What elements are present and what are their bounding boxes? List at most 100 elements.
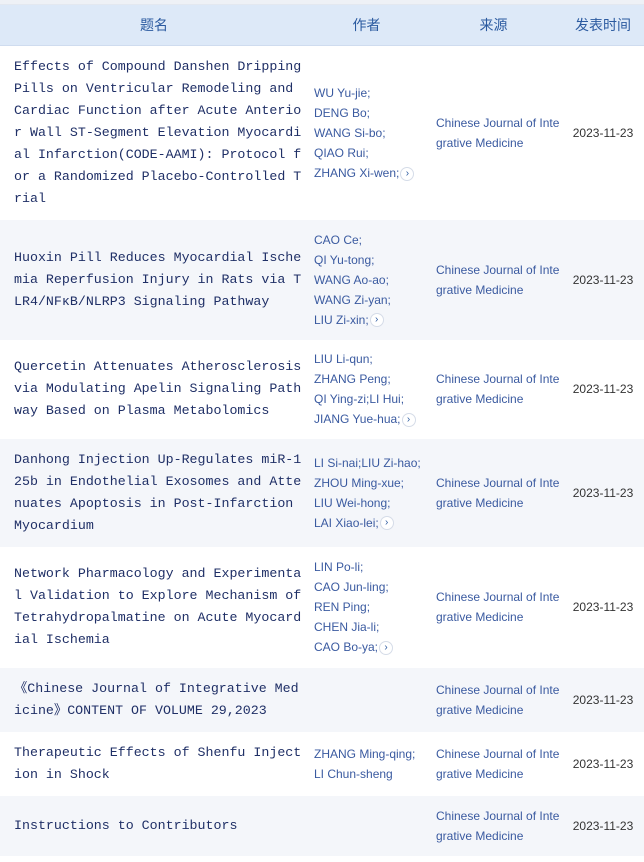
- publish-date: 2023-11-23: [572, 756, 634, 771]
- author-name[interactable]: LI Chun-sheng: [314, 766, 393, 781]
- author-link[interactable]: LI Chun-sheng: [314, 764, 425, 784]
- table-row: Huoxin Pill Reduces Myocardial Ischemia …: [0, 219, 644, 340]
- author-link[interactable]: WANG Ao-ao;: [314, 270, 425, 290]
- author-name[interactable]: CAO Jun-ling;: [314, 580, 389, 594]
- source-link[interactable]: Chinese Journal of Integrative Medicine: [425, 795, 562, 856]
- author-name[interactable]: WANG Zi-yan;: [314, 292, 391, 307]
- column-header-date[interactable]: 发表时间: [562, 5, 644, 46]
- author-link[interactable]: ZHOU Ming-xue;: [314, 473, 425, 493]
- chevron-right-icon[interactable]: ›: [401, 412, 416, 427]
- article-title-link[interactable]: Huoxin Pill Reduces Myocardial Ischemia …: [0, 219, 308, 340]
- publish-date: 2023-11-23: [562, 438, 644, 547]
- source-link[interactable]: Chinese Journal of Integrative Medicine: [425, 438, 562, 547]
- author-link[interactable]: LAI Xiao-lei; ›: [314, 513, 425, 533]
- author-name[interactable]: LI Si-nai;LIU Zi-hao;: [314, 455, 421, 470]
- author-name[interactable]: ZHOU Ming-xue;: [314, 475, 405, 490]
- column-header-source[interactable]: 来源: [425, 5, 562, 46]
- chevron-right-icon[interactable]: ›: [369, 313, 384, 328]
- authors-cell: CAO Ce; QI Yu-tong; WANG Ao-ao; WANG Zi-yan…: [308, 219, 425, 340]
- author-link[interactable]: QIAO Rui;: [314, 143, 425, 163]
- author-name[interactable]: WU Yu-jie;: [314, 85, 371, 100]
- table-header: 题名 作者 来源 发表时间: [0, 5, 644, 46]
- author-link[interactable]: LIU Wei-hong;: [314, 493, 425, 513]
- author-name[interactable]: CAO Bo-ya;: [314, 640, 379, 654]
- authors-cell: LI Si-nai;LIU Zi-hao; ZHOU Ming-xue; LIU W…: [308, 438, 425, 547]
- article-title-link[interactable]: Danhong Injection Up-Regulates miR-125b …: [0, 438, 308, 547]
- author-name[interactable]: LAI Xiao-lei;: [314, 515, 379, 530]
- table-row: Effects of Compound Danshen Dripping Pil…: [0, 46, 644, 220]
- author-name[interactable]: LIN Po-li;: [314, 560, 364, 574]
- author-name[interactable]: LIU Li-qun;: [314, 352, 373, 366]
- source-link[interactable]: Chinese Journal of Integrative Medicine: [436, 372, 560, 406]
- column-header-authors[interactable]: 作者: [308, 5, 425, 46]
- table-row: 《Chinese Journal of Integrative Medicine…: [0, 667, 644, 732]
- author-name[interactable]: QIAO Rui;: [314, 145, 369, 160]
- author-link[interactable]: REN Ping;: [314, 597, 425, 617]
- article-title-link[interactable]: Quercetin Attenuates Atherosclerosis via…: [14, 359, 302, 418]
- publish-date: 2023-11-23: [572, 600, 634, 614]
- author-name[interactable]: CAO Ce;: [314, 232, 363, 247]
- article-title-link[interactable]: Therapeutic Effects of Shenfu Injection …: [14, 744, 302, 782]
- chevron-right-icon[interactable]: ›: [379, 640, 394, 655]
- author-name[interactable]: WANG Ao-ao;: [314, 272, 389, 287]
- article-title-link[interactable]: Instructions to Contributors: [0, 795, 308, 856]
- author-link[interactable]: ZHANG Xi-wen; ›: [314, 163, 425, 183]
- authors-cell: LIN Po-li; CAO Jun-ling; REN Ping; CHEN Jia…: [308, 547, 425, 668]
- table-row: Quercetin Attenuates Atherosclerosis via…: [0, 340, 644, 439]
- author-name[interactable]: DENG Bo;: [314, 105, 371, 120]
- table-row: Network Pharmacology and Experimental Va…: [0, 547, 644, 668]
- source-link[interactable]: Chinese Journal of Integrative Medicine: [436, 746, 560, 781]
- author-link[interactable]: CAO Ce;: [314, 230, 425, 250]
- author-name[interactable]: LIU Wei-hong;: [314, 495, 391, 510]
- author-link[interactable]: QI Yu-tong;: [314, 250, 425, 270]
- top-border: [0, 0, 644, 5]
- author-link[interactable]: CHEN Jia-li;: [314, 617, 425, 637]
- author-name[interactable]: QI Yu-tong;: [314, 252, 375, 267]
- publish-date: 2023-11-23: [562, 219, 644, 340]
- author-link[interactable]: ZHANG Peng;: [314, 369, 425, 389]
- author-name[interactable]: ZHANG Peng;: [314, 372, 391, 386]
- column-header-title[interactable]: 题名: [0, 5, 308, 46]
- authors-cell: WU Yu-jie; DENG Bo; WANG Si-bo; QIAO Rui; ZH…: [308, 46, 425, 220]
- author-link[interactable]: CAO Bo-ya; ›: [314, 637, 425, 657]
- author-name[interactable]: QI Ying-zi;LI Hui;: [314, 392, 405, 406]
- publish-date: 2023-11-23: [572, 382, 634, 396]
- author-name[interactable]: LIU Zi-xin;: [314, 312, 369, 327]
- authors-cell: ZHANG Ming-qing; LI Chun-sheng: [308, 732, 425, 796]
- author-name[interactable]: CHEN Jia-li;: [314, 620, 380, 634]
- author-link[interactable]: LIU Li-qun;: [314, 349, 425, 369]
- author-name[interactable]: JIANG Yue-hua;: [314, 412, 401, 426]
- table-row: Therapeutic Effects of Shenfu Injection …: [0, 732, 644, 796]
- author-link[interactable]: ZHANG Ming-qing;: [314, 744, 425, 764]
- source-link[interactable]: Chinese Journal of Integrative Medicine: [425, 667, 562, 732]
- author-name[interactable]: REN Ping;: [314, 600, 371, 614]
- article-title-link[interactable]: Network Pharmacology and Experimental Va…: [14, 566, 302, 647]
- author-link[interactable]: LIN Po-li;: [314, 557, 425, 577]
- author-name[interactable]: ZHANG Xi-wen;: [314, 165, 400, 180]
- publish-date: 2023-11-23: [562, 667, 644, 732]
- authors-cell: [308, 795, 425, 856]
- article-title-link[interactable]: Effects of Compound Danshen Dripping Pil…: [14, 58, 302, 206]
- source-link[interactable]: Chinese Journal of Integrative Medicine: [425, 219, 562, 340]
- author-link[interactable]: WANG Zi-yan;: [314, 290, 425, 310]
- author-name[interactable]: ZHANG Ming-qing;: [314, 746, 416, 761]
- chevron-right-icon[interactable]: ›: [400, 166, 415, 181]
- publish-date: 2023-11-23: [572, 125, 634, 140]
- author-link[interactable]: CAO Jun-ling;: [314, 577, 425, 597]
- author-link[interactable]: WANG Si-bo;: [314, 123, 425, 143]
- author-link[interactable]: JIANG Yue-hua; ›: [314, 409, 425, 429]
- results-table: 题名 作者 来源 发表时间 Effects of Compound Danshe…: [0, 5, 644, 856]
- author-link[interactable]: LI Si-nai;LIU Zi-hao;: [314, 453, 425, 473]
- source-link[interactable]: Chinese Journal of Integrative Medicine: [436, 115, 560, 150]
- chevron-right-icon[interactable]: ›: [379, 516, 394, 531]
- publish-date: 2023-11-23: [562, 795, 644, 856]
- author-link[interactable]: LIU Zi-xin; ›: [314, 310, 425, 330]
- author-link[interactable]: DENG Bo;: [314, 103, 425, 123]
- author-link[interactable]: WU Yu-jie;: [314, 83, 425, 103]
- author-link[interactable]: QI Ying-zi;LI Hui;: [314, 389, 425, 409]
- authors-cell: LIU Li-qun; ZHANG Peng; QI Ying-zi;LI Hui;…: [308, 340, 425, 439]
- article-title-link[interactable]: 《Chinese Journal of Integrative Medicine…: [0, 667, 308, 732]
- author-name[interactable]: WANG Si-bo;: [314, 125, 386, 140]
- source-link[interactable]: Chinese Journal of Integrative Medicine: [436, 590, 560, 624]
- table-row: Danhong Injection Up-Regulates miR-125b …: [0, 438, 644, 547]
